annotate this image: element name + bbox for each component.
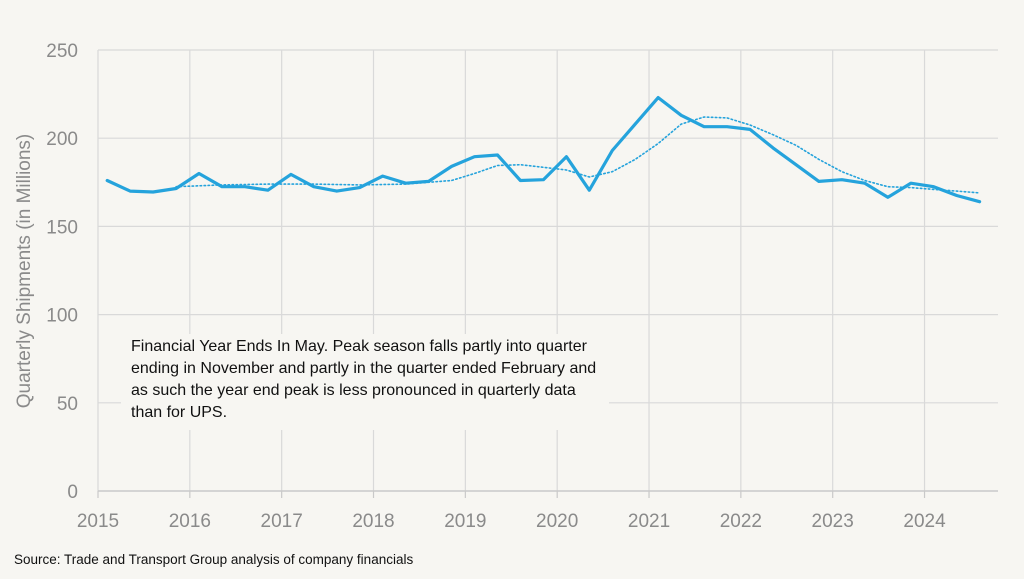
x-tick-label: 2015 [77, 511, 119, 532]
source-note: Source: Trade and Transport Group analys… [14, 552, 414, 567]
y-tick-label: 0 [67, 482, 78, 503]
y-tick-label: 50 [57, 394, 78, 415]
gridlines [97, 49, 998, 491]
x-tick-label: 2024 [903, 511, 946, 532]
axes [97, 490, 998, 498]
y-axis-label: Quarterly Shipments (in Millions) [14, 134, 35, 409]
trend-line-dotted [175, 116, 981, 194]
y-tick-label: 200 [46, 129, 78, 150]
series-lines [105, 95, 982, 204]
x-tick-label: 2023 [812, 511, 854, 532]
shipments-line [105, 95, 982, 204]
x-tick-labels: 2015 2016 2017 2018 2019 2020 2021 2022 2023 2024 [77, 511, 946, 532]
y-tick-label: 100 [46, 306, 78, 327]
x-tick-label: 2017 [261, 511, 303, 532]
x-tick-label: 2018 [352, 511, 394, 532]
x-tick-label: 2016 [169, 511, 211, 532]
x-tick-label: 2022 [720, 511, 762, 532]
annotation-note: Financial Year Ends In May. Peak season … [121, 334, 609, 430]
x-tick-label: 2020 [536, 511, 578, 532]
y-tick-labels: 0 50 100 150 200 250 [46, 41, 78, 503]
y-tick-label: 150 [46, 217, 78, 238]
x-tick-label: 2021 [628, 511, 670, 532]
y-tick-label: 250 [46, 41, 78, 62]
x-tick-label: 2019 [444, 511, 486, 532]
